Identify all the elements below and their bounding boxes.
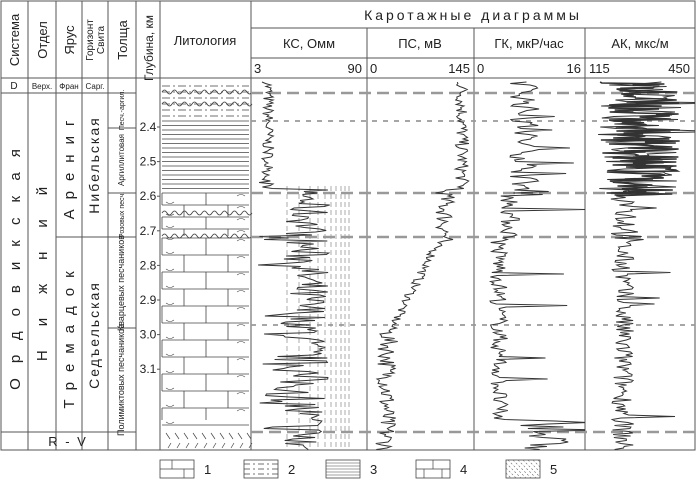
ak-log-curve-dense bbox=[599, 81, 681, 196]
d-row-horizon: Сарг. bbox=[86, 82, 105, 91]
track-max-ps: 145 bbox=[448, 61, 470, 76]
track-min-ps: 0 bbox=[370, 61, 377, 76]
table-grid bbox=[0, 0, 696, 451]
depth-tick-label: 2.5 bbox=[140, 155, 157, 169]
column-headers: Система Отдел Ярус Горизонт Свита Толща … bbox=[7, 7, 582, 81]
legend-label: 1 bbox=[204, 462, 211, 477]
suite-lower-label: Седъельская bbox=[86, 281, 102, 389]
depth-tick-label: 2.4 bbox=[140, 120, 157, 134]
system-label: Ордовикская bbox=[7, 134, 24, 390]
department-label: Нижний bbox=[34, 163, 51, 361]
header-horizon: Горизонт bbox=[85, 19, 96, 61]
ps-log-curve bbox=[375, 81, 470, 450]
header-department: Отдел bbox=[35, 21, 50, 59]
suite-upper-label: Нибельская bbox=[86, 116, 102, 213]
header-thickness: Толща bbox=[115, 20, 130, 60]
thickness-unit-2: Аргиллитовая bbox=[117, 134, 126, 186]
depth-tick-label: 3.0 bbox=[140, 328, 157, 342]
legend-label: 2 bbox=[288, 462, 295, 477]
legend-swatch bbox=[505, 459, 541, 479]
depth-tick-label: 2.7 bbox=[140, 224, 157, 238]
stratigraphy-labels: Ордовикская Нижний Арениг Тремадок Нибел… bbox=[7, 90, 126, 449]
lithology-column bbox=[161, 85, 253, 449]
log-curves bbox=[258, 81, 695, 450]
track-name-ak: АК, мкс/м bbox=[611, 36, 668, 51]
track-name-ks: КС, Омм bbox=[283, 36, 335, 51]
depth-tick-label: 2.9 bbox=[140, 293, 157, 307]
basement-label: R - V bbox=[48, 434, 88, 449]
header-stage: Ярус bbox=[62, 25, 77, 55]
legend-swatch bbox=[159, 459, 195, 479]
d-row-stage: Фран bbox=[59, 82, 78, 91]
d-row-system: D bbox=[10, 81, 17, 92]
legend-label: 4 bbox=[460, 462, 467, 477]
depth-tick-label: 3.1 bbox=[140, 362, 157, 376]
track-headers: КС, Омм 3 90 ПС, мВ 0 145 ГК, мкР/час 0 … bbox=[254, 36, 690, 76]
stage-lower-label: Тремадок bbox=[61, 261, 78, 408]
legend-label: 3 bbox=[370, 462, 377, 477]
header-system: Система bbox=[7, 13, 22, 66]
header-suite: Свита bbox=[96, 25, 107, 54]
track-name-ps: ПС, мВ bbox=[398, 36, 442, 51]
track-name-gk: ГК, мкР/час bbox=[494, 36, 564, 51]
track-min-ak: 115 bbox=[589, 61, 610, 76]
track-min-ks: 3 bbox=[254, 61, 261, 76]
legend-swatch bbox=[415, 459, 451, 479]
legend-swatch bbox=[243, 459, 279, 479]
track-max-ks: 90 bbox=[348, 61, 362, 76]
depth-tick-label: 2.8 bbox=[140, 258, 157, 272]
thickness-unit-3: Розовых песч. bbox=[119, 192, 126, 238]
stage-upper-label: Арениг bbox=[61, 111, 78, 220]
depth-tick-label: 2.6 bbox=[140, 189, 157, 203]
thickness-unit-5: Полимиктовых песчаников bbox=[116, 324, 126, 436]
legend-swatch bbox=[325, 459, 361, 479]
header-logs-title: Каротажные диаграммы bbox=[364, 7, 582, 23]
thickness-unit-4: Кварцевых песчаников bbox=[116, 235, 126, 331]
header-lithology: Литология bbox=[174, 33, 237, 48]
gk-log-curve bbox=[488, 81, 585, 450]
legend: 1 2 3 4 5 bbox=[159, 459, 557, 479]
depth-axis: 2.4 2.5 2.6 2.7 2.8 2.9 3.0 3.1 bbox=[140, 120, 160, 376]
d-row: D Верх. Фран Сарг. bbox=[10, 81, 104, 92]
track-max-ak: 450 bbox=[668, 61, 690, 76]
header-depth: Глубина, км bbox=[142, 15, 156, 81]
d-row-department: Верх. bbox=[32, 82, 52, 91]
track-max-gk: 16 bbox=[567, 61, 581, 76]
thickness-unit-1: Песч.-аргил. bbox=[119, 90, 126, 131]
ak-log-curve bbox=[598, 81, 695, 450]
track-min-gk: 0 bbox=[477, 61, 484, 76]
ks-log-curve bbox=[258, 81, 331, 450]
horizon-dashed-lines bbox=[251, 91, 695, 434]
legend-label: 5 bbox=[550, 462, 557, 477]
